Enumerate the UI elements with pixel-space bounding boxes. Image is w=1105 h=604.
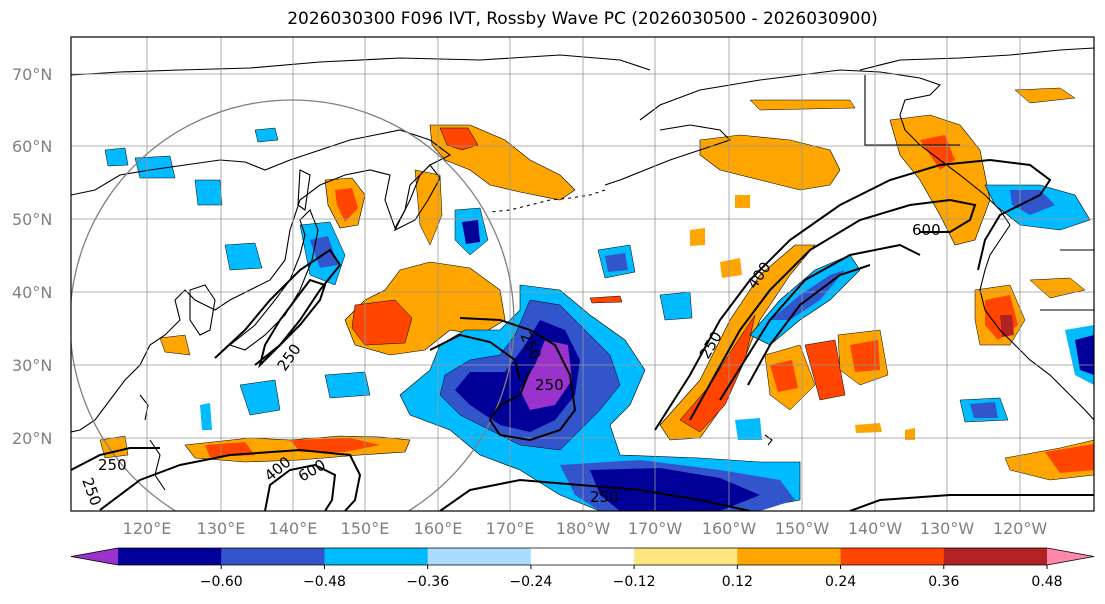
colorbar-segment [530,548,635,565]
lon-label: 170°E [486,519,535,538]
colorbar-right-arrow-outline [1046,547,1095,566]
lon-label: 170°W [628,519,683,538]
lon-label: 140°E [269,519,318,538]
lon-label: 130°E [197,519,246,538]
colorbar-segment [324,548,429,565]
longitude-labels: 120°E 130°E 140°E 150°E 160°E 170°E 180°… [123,519,1048,538]
lat-label-30n: 30°N [12,356,52,375]
colorbar-ticks: −0.60 −0.48 −0.36 −0.24 −0.12 0.12 0.24 0.36 0.4… [200,565,1063,590]
colorbar-right-arrow [1047,548,1094,565]
lon-label: 160°W [702,519,757,538]
colorbar-segment [118,548,222,565]
colorbar-left-arrow [71,548,118,565]
lat-label-70n: 70°N [12,65,52,84]
colorbar: −0.60 −0.48 −0.36 −0.24 −0.12 0.12 0.24 0.36 0.4… [70,547,1095,590]
contour-label: 250 [98,456,127,474]
lon-label: 130°W [920,519,975,538]
colorbar-tick-label: −0.48 [303,574,346,590]
colorbar-tick-label: 0.12 [722,574,753,590]
map-title: 2026030300 F096 IVT, Rossby Wave PC (202… [287,9,878,29]
contour-label: 600 [912,221,941,239]
map-frame [70,36,1095,512]
lat-label-20n: 20°N [12,429,52,448]
gridlines [71,37,1094,511]
negative-anomaly-shading [104,127,1094,511]
colorbar-segments [71,548,1094,565]
colorbar-segment [427,548,532,565]
lon-label: 140°W [848,519,903,538]
colorbar-tick-label: −0.60 [200,574,243,590]
colorbar-segment [943,548,1048,565]
colorbar-segment [221,548,325,565]
lat-label-60n: 60°N [12,137,52,156]
lat-label-40n: 40°N [12,283,52,302]
colorbar-tick-label: −0.36 [406,574,449,590]
lon-label: 150°E [341,519,390,538]
contour-label: 250 [535,376,564,394]
lat-label-50n: 50°N [12,210,52,229]
colorbar-segment [840,548,945,565]
colorbar-segment [737,548,842,565]
map-panel: 600 400 250 250 250 250 400 600 250 250 … [71,37,1094,511]
reference-circle [71,99,515,511]
lon-label: 120°W [993,519,1048,538]
colorbar-tick-label: 0.36 [928,574,959,590]
colorbar-tick-label: −0.24 [509,574,552,590]
colorbar-tick-label: −0.12 [613,574,656,590]
lon-label: 120°E [123,519,172,538]
colorbar-left-arrow-outline [70,547,119,566]
colorbar-tick-label: 0.24 [825,574,856,590]
ivt-contours [71,158,1094,511]
lon-label: 180°W [556,519,611,538]
colorbar-tick-label: 0.48 [1031,574,1062,590]
lon-label: 150°W [775,519,830,538]
colorbar-segment [634,548,738,565]
lon-label: 160°E [414,519,463,538]
coastlines [71,47,1094,491]
contour-label: 250 [590,488,619,506]
latitude-labels: 70°N 60°N 50°N 40°N 30°N 20°N [12,65,52,448]
